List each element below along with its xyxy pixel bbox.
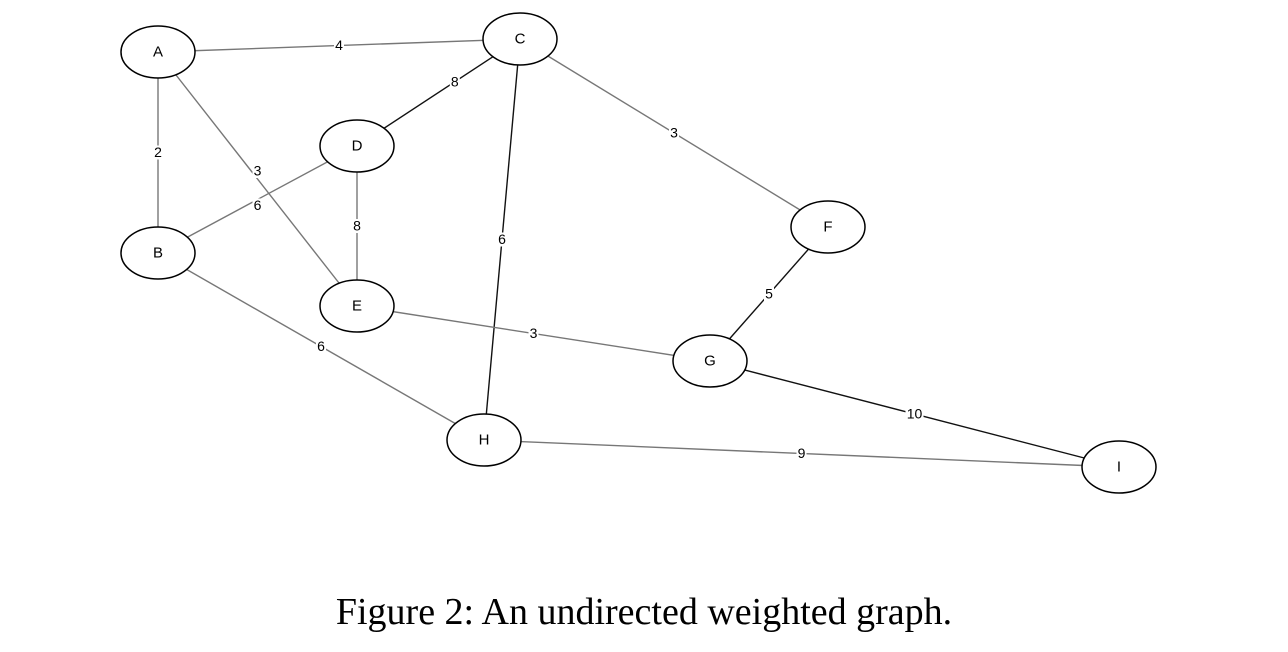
- edge-weight-a-e: 3: [252, 163, 263, 179]
- edge-weight-c-f: 3: [669, 125, 679, 141]
- node-c: C: [482, 12, 558, 66]
- edge-weight-e-g: 3: [528, 325, 539, 341]
- node-label-f: F: [823, 219, 832, 236]
- edges-layer: [157, 38, 1120, 468]
- svg-text:6: 6: [254, 197, 262, 213]
- node-label-g: G: [704, 353, 716, 370]
- node-h: H: [446, 413, 522, 467]
- node-label-d: D: [352, 138, 363, 155]
- svg-text:5: 5: [765, 286, 773, 302]
- node-label-b: B: [153, 245, 163, 262]
- nodes-layer: A B C D E F G H I: [120, 12, 1157, 494]
- edge-weight-b-h: 6: [316, 338, 326, 354]
- node-f: F: [790, 200, 866, 254]
- edge-a-e: [157, 51, 358, 307]
- svg-text:6: 6: [317, 338, 325, 354]
- svg-text:9: 9: [798, 445, 806, 461]
- figure-caption: Figure 2: An undirected weighted graph.: [335, 591, 953, 633]
- node-a: A: [120, 25, 196, 79]
- edge-weight-b-d: 6: [252, 197, 263, 213]
- svg-text:8: 8: [353, 218, 361, 234]
- node-i: I: [1081, 440, 1157, 494]
- node-label-a: A: [153, 44, 163, 61]
- edge-weight-labels: 4 2 3 8 3 6 6 8 5 6 3 10 9: [153, 37, 924, 461]
- node-label-c: C: [515, 31, 526, 48]
- edge-weight-d-e: 8: [352, 218, 362, 234]
- node-label-h: H: [479, 432, 490, 449]
- node-d: D: [319, 119, 395, 173]
- svg-text:2: 2: [154, 144, 162, 160]
- edge-weight-f-g: 5: [764, 286, 774, 302]
- edge-weight-c-h: 6: [497, 231, 507, 247]
- svg-text:6: 6: [498, 231, 506, 247]
- edge-weight-h-i: 9: [796, 445, 807, 461]
- svg-text:3: 3: [670, 125, 678, 141]
- node-label-e: E: [352, 298, 362, 315]
- edge-weight-c-d: 8: [449, 74, 460, 90]
- node-b: B: [120, 226, 196, 280]
- node-label-i: I: [1117, 459, 1121, 476]
- svg-text:3: 3: [254, 163, 262, 179]
- graph-diagram: 4 2 3 8 3 6 6 8 5 6 3 10 9 A B C D E F G H I: [120, 12, 1157, 494]
- node-e: E: [319, 279, 395, 333]
- svg-text:8: 8: [451, 74, 459, 90]
- svg-text:10: 10: [907, 406, 923, 422]
- edge-weight-a-c: 4: [334, 37, 344, 53]
- edge-weight-g-i: 10: [905, 406, 924, 422]
- node-g: G: [672, 334, 748, 388]
- svg-text:4: 4: [335, 37, 343, 53]
- svg-text:3: 3: [530, 325, 538, 341]
- edge-weight-a-b: 2: [153, 144, 163, 160]
